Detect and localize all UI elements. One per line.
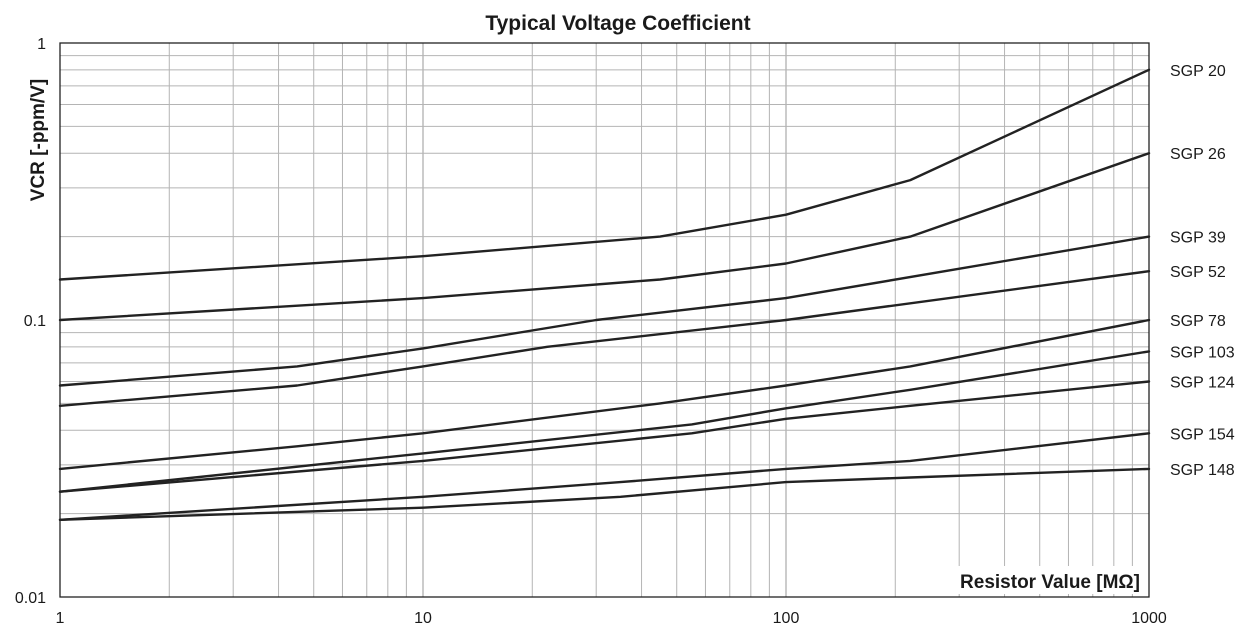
series-line-sgp-103 xyxy=(58,350,1151,493)
series-line-sgp-154 xyxy=(58,432,1151,521)
series-label-sgp-39: SGP 39 xyxy=(1170,230,1226,247)
series-lines xyxy=(58,68,1151,521)
tick-labels: 1 10 100 1000 1 0.1 0.01 xyxy=(15,36,1167,627)
y-tick-label: 0.1 xyxy=(24,313,46,330)
x-tick-label: 100 xyxy=(773,610,800,627)
series-line-sgp-78 xyxy=(58,318,1151,471)
y-tick-label: 1 xyxy=(37,36,46,53)
y-axis-label: VCR [-ppm/V] xyxy=(28,79,49,201)
series-label-sgp-26: SGP 26 xyxy=(1170,146,1226,163)
series-line-sgp-39 xyxy=(58,235,1151,387)
series-label-sgp-103: SGP 103 xyxy=(1170,344,1235,361)
series-label-sgp-154: SGP 154 xyxy=(1170,426,1235,443)
x-tick-label: 1 xyxy=(56,610,65,627)
series-label-sgp-52: SGP 52 xyxy=(1170,264,1226,281)
x-tick-label: 1000 xyxy=(1131,610,1167,627)
series-label-sgp-124: SGP 124 xyxy=(1170,374,1235,391)
series-label-sgp-20: SGP 20 xyxy=(1170,63,1226,80)
series-label-sgp-78: SGP 78 xyxy=(1170,313,1226,330)
series-labels: SGP 20 SGP 26 SGP 39 SGP 52 SGP 78 SGP 103 SGP… xyxy=(1170,63,1235,479)
y-tick-label: 0.01 xyxy=(15,590,46,607)
series-line-sgp-148 xyxy=(58,467,1151,521)
chart-title: Typical Voltage Coefficient xyxy=(485,12,750,35)
x-axis-label-background xyxy=(912,566,1146,594)
series-line-sgp-52 xyxy=(58,270,1151,407)
series-line-sgp-26 xyxy=(58,151,1151,322)
series-line-sgp-20 xyxy=(58,68,1151,281)
series-line-sgp-124 xyxy=(58,380,1151,493)
x-tick-label: 10 xyxy=(414,610,432,627)
x-axis-label: Resistor Value [MΩ] xyxy=(960,572,1140,593)
series-label-sgp-148: SGP 148 xyxy=(1170,462,1235,479)
